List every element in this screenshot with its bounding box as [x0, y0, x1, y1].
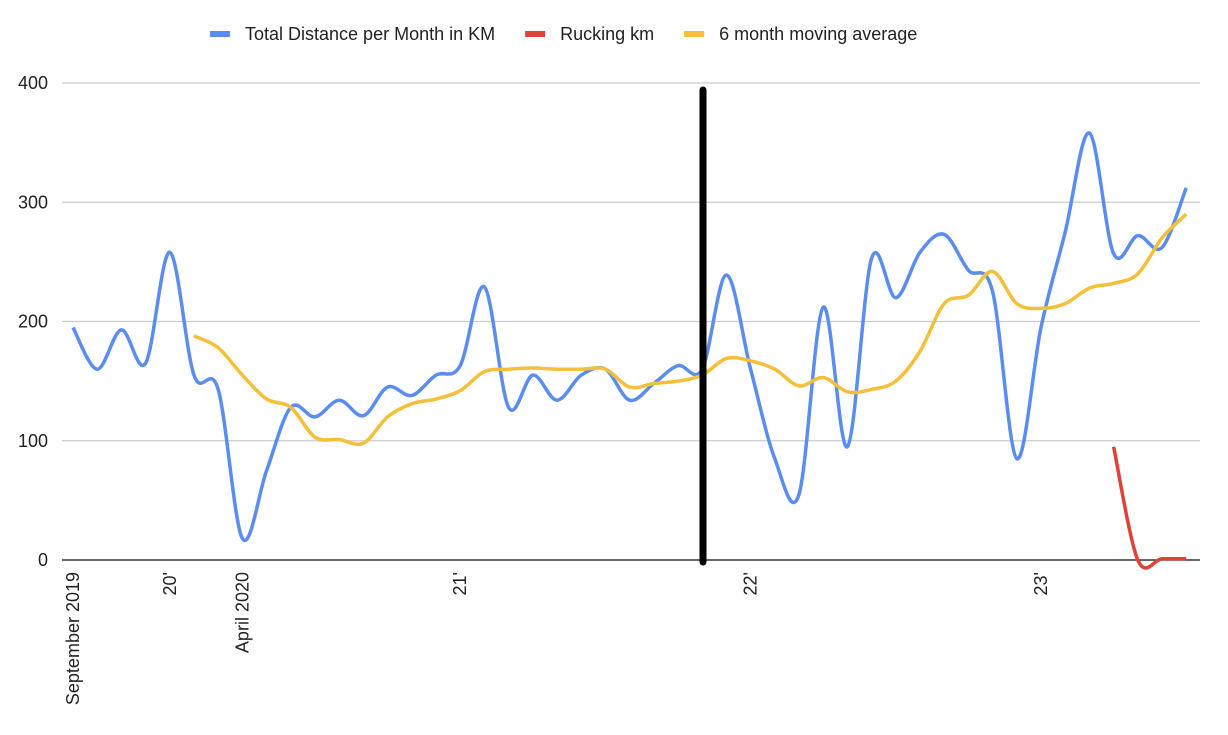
x-tick-label: 23' — [1031, 572, 1051, 595]
series-line — [193, 212, 1188, 447]
x-tick-label: 22' — [741, 572, 761, 595]
legend-label: 6 month moving average — [719, 24, 917, 44]
legend-label: Rucking km — [560, 24, 654, 44]
y-tick-label: 200 — [18, 312, 48, 332]
y-tick-label: 300 — [18, 192, 48, 212]
x-tick-label: April 2020 — [232, 572, 252, 653]
x-tick-label: 21' — [450, 572, 470, 595]
legend-label: Total Distance per Month in KM — [245, 24, 495, 44]
legend: Total Distance per Month in KM Rucking km… — [210, 24, 917, 44]
series-line — [71, 131, 1188, 543]
y-tick-label: 0 — [38, 550, 48, 570]
x-tick-label: September 2019 — [63, 572, 83, 705]
series-line — [1111, 446, 1187, 570]
y-tick-label: 400 — [18, 73, 48, 93]
y-tick-label: 100 — [18, 431, 48, 451]
plot-area: 0 100 200 300 400 September 2019 20' April 2020… — [18, 73, 1200, 705]
x-tick-label: 20' — [160, 572, 180, 595]
